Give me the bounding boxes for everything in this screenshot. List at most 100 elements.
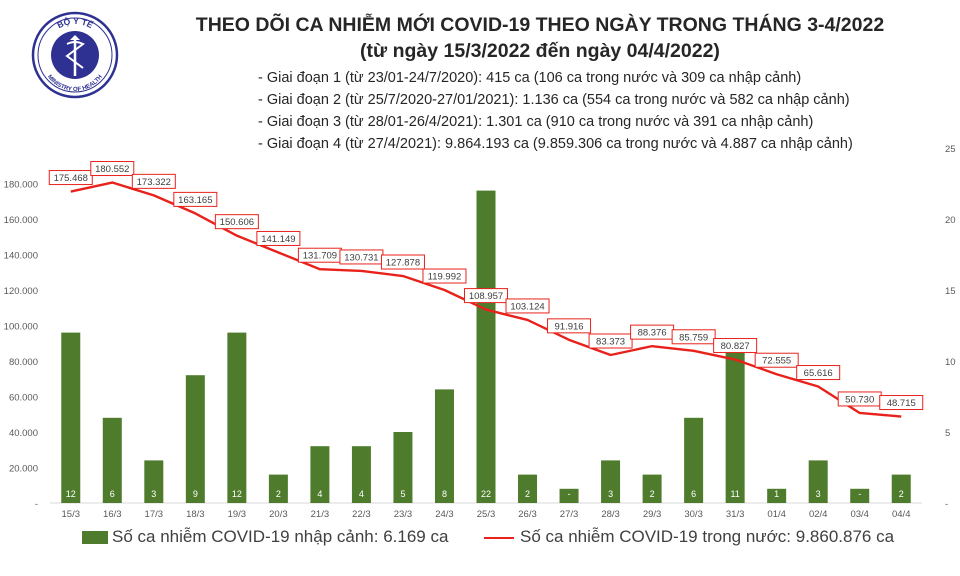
caduceus-emblem-icon: BỘ Y TẾ MINISTRY OF HEALTH (31, 11, 119, 99)
phase-1-summary: - Giai đoạn 1 (từ 23/01-24/7/2020): 415 … (258, 70, 802, 86)
phase-2-summary: - Giai đoạn 2 (từ 25/7/2020-27/01/2021):… (258, 92, 850, 108)
line-data-label: 88.376 (638, 328, 667, 339)
x-axis-tick-label: 03/4 (850, 509, 869, 520)
bar-28/3 (601, 460, 621, 503)
bar-15/3 (61, 332, 81, 503)
x-axis-tick-label: 17/3 (145, 509, 164, 520)
left-axis-tick-label: 60.000 (9, 393, 38, 404)
right-axis-tick-label: 5 (945, 428, 950, 439)
line-data-label-box (422, 268, 467, 284)
bar-data-label: 3 (151, 489, 156, 499)
line-data-label: 180.552 (95, 164, 129, 175)
bar-data-label: 12 (232, 489, 242, 499)
bar-data-label: 2 (525, 489, 530, 499)
line-data-label: 127.878 (386, 258, 420, 269)
bar-data-label: 4 (317, 489, 322, 499)
line-data-label: 72.555 (762, 356, 791, 367)
line-data-label-box (547, 318, 592, 334)
x-axis-tick-label: 04/4 (892, 509, 911, 520)
logo-text-top: BỘ Y TẾ (55, 15, 94, 30)
line-data-label: 50.730 (845, 394, 874, 405)
left-axis-tick-label: 40.000 (9, 428, 38, 439)
bar-18/3 (185, 375, 205, 503)
bar-data-label: 3 (816, 489, 821, 499)
right-axis-tick-label: - (945, 499, 948, 510)
line-data-label-box (671, 329, 716, 345)
line-data-label-box (464, 288, 508, 304)
left-axis-tick-label: 180.000 (4, 180, 38, 191)
bar-23/3 (393, 432, 413, 503)
left-axis-tick-label: 20.000 (9, 464, 38, 475)
line-data-label-box (380, 254, 425, 270)
legend-line-swatch (484, 537, 514, 539)
x-axis-tick-label: 18/3 (186, 509, 205, 520)
left-axis-tick-label: 120.000 (4, 286, 38, 297)
line-data-label: 80.827 (721, 341, 750, 352)
bar-26/3 (518, 474, 538, 503)
line-data-label-box (90, 161, 135, 177)
svg-text:BỘ Y TẾ: BỘ Y TẾ (55, 15, 94, 30)
line-data-label: 48.715 (887, 398, 916, 409)
bar-data-label: - (858, 489, 861, 499)
bar-data-label: 4 (359, 489, 364, 499)
bar-data-label: 5 (400, 489, 405, 499)
line-data-label-box (505, 298, 550, 314)
bar-29/3 (642, 474, 662, 503)
line-data-label: 119.992 (428, 272, 462, 283)
line-data-label: 108.957 (469, 291, 503, 302)
x-axis-tick-label: 26/3 (518, 509, 537, 520)
legend-line-label: Số ca nhiễm COVID-19 trong nước: 9.860.8… (520, 527, 895, 546)
left-axis-tick-label: 100.000 (4, 322, 38, 333)
chart-subtitle: (từ ngày 15/3/2022 đến ngày 04/4/2022) (360, 40, 720, 62)
line-data-label-box (796, 365, 841, 381)
ministry-of-health-logo: BỘ Y TẾ MINISTRY OF HEALTH (30, 10, 120, 100)
bar-03/4 (850, 488, 870, 503)
x-axis-tick-label: 31/3 (726, 509, 745, 520)
bar-data-label: 2 (276, 489, 281, 499)
x-axis-tick-label: 29/3 (643, 509, 662, 520)
bar-data-label: 2 (899, 489, 904, 499)
line-data-label: 85.759 (679, 332, 708, 343)
bar-22/3 (351, 446, 371, 503)
x-axis-tick-label: 28/3 (601, 509, 620, 520)
domestic-cases-line (70, 181, 902, 418)
bar-21/3 (310, 446, 330, 503)
right-axis-tick-label: 25 (945, 144, 956, 155)
bar-data-label: 8 (442, 489, 447, 499)
left-axis-tick-label: 160.000 (4, 215, 38, 226)
line-data-label-box (131, 173, 176, 189)
line-data-label-box (879, 395, 924, 411)
line-data-label: 150.606 (220, 217, 254, 228)
left-axis-tick-label: 140.000 (4, 251, 38, 262)
line-data-label: 175.468 (54, 173, 88, 184)
left-axis-tick-label: 80.000 (9, 357, 38, 368)
phase-4-summary: - Giai đoạn 4 (từ 27/4/2021): 9.864.193 … (258, 136, 853, 152)
line-data-label: 163.165 (178, 195, 212, 206)
x-axis-tick-label: 22/3 (352, 509, 371, 520)
bar-data-label: 6 (110, 489, 115, 499)
bar-data-label: 3 (608, 489, 613, 499)
right-axis-tick-label: 20 (945, 215, 956, 226)
bar-27/3 (559, 488, 579, 503)
x-axis-tick-label: 16/3 (103, 509, 122, 520)
line-data-label: 91.916 (555, 321, 584, 332)
bar-data-label: 22 (481, 489, 491, 499)
bar-20/3 (268, 474, 288, 503)
bar-31/3 (725, 346, 745, 503)
x-axis-tick-label: 21/3 (311, 509, 330, 520)
line-data-label-box (214, 214, 259, 230)
bar-data-label: 6 (691, 489, 696, 499)
right-axis-tick-label: 15 (945, 286, 956, 297)
line-data-label-box (173, 191, 218, 207)
legend-bar-swatch (82, 531, 108, 544)
left-axis-tick-label: - (35, 499, 38, 510)
bar-16/3 (102, 417, 122, 503)
bar-01/4 (767, 488, 787, 503)
x-axis-tick-label: 23/3 (394, 509, 413, 520)
line-data-label: 103.124 (510, 301, 544, 312)
x-axis-tick-label: 01/4 (767, 509, 786, 520)
x-axis-tick-label: 30/3 (684, 509, 703, 520)
legend-bar-label: Số ca nhiễm COVID-19 nhập cảnh: 6.169 ca (112, 527, 449, 546)
bar-19/3 (227, 332, 247, 503)
